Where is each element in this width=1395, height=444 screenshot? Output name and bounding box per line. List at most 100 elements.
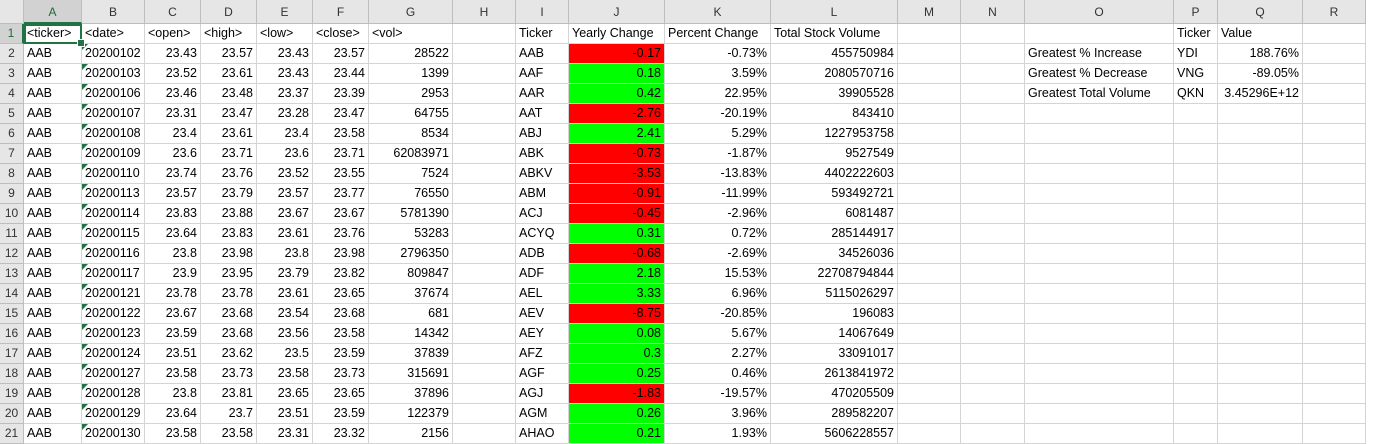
cell-d13[interactable]: 23.95	[201, 264, 257, 284]
cell-m6[interactable]	[898, 124, 961, 144]
cell-f15[interactable]: 23.68	[313, 304, 369, 324]
cell-q1[interactable]: Value	[1218, 24, 1303, 44]
cell-c14[interactable]: 23.78	[145, 284, 201, 304]
cell-e6[interactable]: 23.4	[257, 124, 313, 144]
cell-j18[interactable]: 0.25	[569, 364, 665, 384]
cell-e19[interactable]: 23.65	[257, 384, 313, 404]
cell-j9[interactable]: -0.91	[569, 184, 665, 204]
column-header-o[interactable]: O	[1025, 0, 1174, 24]
cell-q16[interactable]	[1218, 324, 1303, 344]
cell-i6[interactable]: ABJ	[516, 124, 569, 144]
cell-b5[interactable]: 20200107	[82, 104, 145, 124]
cell-i7[interactable]: ABK	[516, 144, 569, 164]
cell-m13[interactable]	[898, 264, 961, 284]
cell-g7[interactable]: 62083971	[369, 144, 453, 164]
cell-m21[interactable]	[898, 424, 961, 444]
cell-l14[interactable]: 5115026297	[771, 284, 898, 304]
cell-c16[interactable]: 23.59	[145, 324, 201, 344]
cell-j7[interactable]: -0.73	[569, 144, 665, 164]
cell-f6[interactable]: 23.58	[313, 124, 369, 144]
cell-o6[interactable]	[1025, 124, 1174, 144]
cell-j14[interactable]: 3.33	[569, 284, 665, 304]
column-header-r[interactable]: R	[1303, 0, 1366, 24]
row-header-19[interactable]: 19	[0, 384, 24, 404]
cell-l16[interactable]: 14067649	[771, 324, 898, 344]
cell-k4[interactable]: 22.95%	[665, 84, 771, 104]
cell-o1[interactable]	[1025, 24, 1174, 44]
cell-f4[interactable]: 23.39	[313, 84, 369, 104]
cell-k5[interactable]: -20.19%	[665, 104, 771, 124]
cell-c5[interactable]: 23.31	[145, 104, 201, 124]
cell-b19[interactable]: 20200128	[82, 384, 145, 404]
cell-p16[interactable]	[1174, 324, 1218, 344]
cell-f14[interactable]: 23.65	[313, 284, 369, 304]
cell-n12[interactable]	[961, 244, 1025, 264]
cell-p1[interactable]: Ticker	[1174, 24, 1218, 44]
cell-e8[interactable]: 23.52	[257, 164, 313, 184]
cell-c2[interactable]: 23.43	[145, 44, 201, 64]
cell-e12[interactable]: 23.8	[257, 244, 313, 264]
cell-a6[interactable]: AAB	[24, 124, 82, 144]
cell-i1[interactable]: Ticker	[516, 24, 569, 44]
cell-b14[interactable]: 20200121	[82, 284, 145, 304]
cell-a19[interactable]: AAB	[24, 384, 82, 404]
cell-e1[interactable]: <low>	[257, 24, 313, 44]
row-header-9[interactable]: 9	[0, 184, 24, 204]
cell-b15[interactable]: 20200122	[82, 304, 145, 324]
cell-b7[interactable]: 20200109	[82, 144, 145, 164]
cell-r8[interactable]	[1303, 164, 1366, 184]
cell-j12[interactable]: -0.68	[569, 244, 665, 264]
cell-q17[interactable]	[1218, 344, 1303, 364]
cell-d20[interactable]: 23.7	[201, 404, 257, 424]
cell-f7[interactable]: 23.71	[313, 144, 369, 164]
cell-p2[interactable]: YDI	[1174, 44, 1218, 64]
row-header-12[interactable]: 12	[0, 244, 24, 264]
cell-b6[interactable]: 20200108	[82, 124, 145, 144]
column-header-m[interactable]: M	[898, 0, 961, 24]
cell-g12[interactable]: 2796350	[369, 244, 453, 264]
cell-r21[interactable]	[1303, 424, 1366, 444]
cell-m12[interactable]	[898, 244, 961, 264]
cell-d4[interactable]: 23.48	[201, 84, 257, 104]
cell-d11[interactable]: 23.83	[201, 224, 257, 244]
cell-g3[interactable]: 1399	[369, 64, 453, 84]
cell-m8[interactable]	[898, 164, 961, 184]
cell-j10[interactable]: -0.45	[569, 204, 665, 224]
row-header-21[interactable]: 21	[0, 424, 24, 444]
cell-j20[interactable]: 0.26	[569, 404, 665, 424]
cell-q2[interactable]: 188.76%	[1218, 44, 1303, 64]
cell-h10[interactable]	[453, 204, 516, 224]
cell-j2[interactable]: -0.17	[569, 44, 665, 64]
cell-k13[interactable]: 15.53%	[665, 264, 771, 284]
cell-r2[interactable]	[1303, 44, 1366, 64]
row-header-8[interactable]: 8	[0, 164, 24, 184]
cell-i9[interactable]: ABM	[516, 184, 569, 204]
cell-c21[interactable]: 23.58	[145, 424, 201, 444]
cell-d17[interactable]: 23.62	[201, 344, 257, 364]
cell-n9[interactable]	[961, 184, 1025, 204]
column-header-j[interactable]: J	[569, 0, 665, 24]
cell-g10[interactable]: 5781390	[369, 204, 453, 224]
cell-h1[interactable]	[453, 24, 516, 44]
cell-h9[interactable]	[453, 184, 516, 204]
cell-q3[interactable]: -89.05%	[1218, 64, 1303, 84]
cell-i12[interactable]: ADB	[516, 244, 569, 264]
cell-p21[interactable]	[1174, 424, 1218, 444]
cell-r20[interactable]	[1303, 404, 1366, 424]
cell-b11[interactable]: 20200115	[82, 224, 145, 244]
cell-m16[interactable]	[898, 324, 961, 344]
cell-f8[interactable]: 23.55	[313, 164, 369, 184]
cell-l19[interactable]: 470205509	[771, 384, 898, 404]
cell-b12[interactable]: 20200116	[82, 244, 145, 264]
cell-a18[interactable]: AAB	[24, 364, 82, 384]
cell-c19[interactable]: 23.8	[145, 384, 201, 404]
cell-j19[interactable]: -1.83	[569, 384, 665, 404]
cell-q11[interactable]	[1218, 224, 1303, 244]
cell-j6[interactable]: 2.41	[569, 124, 665, 144]
cell-h13[interactable]	[453, 264, 516, 284]
cell-o10[interactable]	[1025, 204, 1174, 224]
cell-k11[interactable]: 0.72%	[665, 224, 771, 244]
cell-n8[interactable]	[961, 164, 1025, 184]
cell-n7[interactable]	[961, 144, 1025, 164]
cell-c8[interactable]: 23.74	[145, 164, 201, 184]
